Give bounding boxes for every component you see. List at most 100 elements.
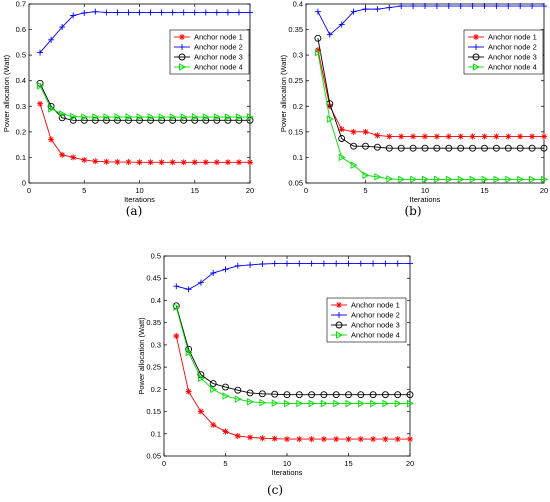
data-point [308, 391, 316, 399]
data-point [125, 9, 132, 16]
y-tick-label: 0.15 [146, 407, 161, 416]
data-point [386, 4, 393, 11]
data-point [314, 47, 321, 54]
data-point [314, 48, 322, 57]
data-point [407, 436, 413, 443]
data-point [147, 159, 154, 166]
data-point [246, 389, 254, 397]
data-point [308, 436, 315, 443]
data-point [247, 159, 253, 166]
data-point [529, 3, 536, 10]
data-point [492, 144, 500, 152]
data-point [445, 133, 452, 140]
data-point [457, 144, 465, 152]
legend-label: Anchor node 1 [351, 301, 400, 310]
legend-item: Anchor node 2 [174, 43, 243, 52]
legend-label: Anchor node 4 [194, 63, 243, 72]
series-line [39, 85, 250, 118]
data-point [362, 6, 369, 13]
data-point [481, 144, 488, 152]
data-point [48, 136, 55, 143]
y-tick-label: 0.25 [146, 363, 161, 372]
series-2 [37, 8, 253, 56]
data-point [191, 159, 198, 166]
y-tick-label: 0.6 [16, 25, 26, 34]
y-tick-label: 0.4 [293, 0, 303, 9]
data-point [410, 3, 417, 10]
panel-c: 0 5 10 15 20 0.05 0.1 0.15 0.2 0.25 0.3 0.35 0.4 0.45… [137, 252, 414, 478]
legend-marker [179, 34, 185, 40]
y-tick-label: 0.1 [293, 153, 303, 162]
x-axis-label: Iterations [410, 195, 441, 204]
legend-item: Anchor node 3 [468, 53, 537, 62]
data-point [210, 421, 217, 428]
data-point [191, 113, 199, 121]
y-tick-label: 0.3 [16, 102, 26, 111]
y-tick-label: 0.4 [151, 296, 161, 305]
data-point [69, 116, 77, 124]
x-tick-label: 10 [135, 186, 143, 195]
data-point [236, 113, 243, 121]
data-point [70, 12, 77, 19]
legend-item: Anchor node 2 [331, 311, 400, 320]
data-point [147, 113, 155, 121]
data-point [169, 159, 176, 166]
data-point [222, 266, 229, 273]
data-point [320, 260, 327, 267]
data-point [332, 391, 340, 399]
data-point [541, 175, 548, 184]
data-point [481, 175, 489, 184]
data-point [173, 333, 180, 339]
caption-c: (c) [267, 483, 283, 497]
data-point [234, 433, 241, 439]
data-point [407, 399, 414, 408]
data-point [234, 395, 242, 403]
y-tick-label: 0.05 [146, 452, 161, 461]
y-tick-label: 0.35 [146, 318, 161, 327]
x-axis-label: Iterations [124, 195, 155, 204]
data-point [422, 175, 429, 184]
data-point [235, 9, 242, 16]
data-point [320, 399, 328, 408]
legend-marker [336, 302, 342, 308]
legend-marker [473, 44, 479, 50]
data-point [326, 31, 333, 38]
data-point [350, 128, 357, 135]
y-axis-label: Power allocation (Watt) [2, 54, 11, 132]
data-point [213, 113, 221, 121]
data-point [338, 21, 345, 28]
data-point [370, 436, 377, 443]
legend-item: Anchor node 4 [468, 63, 537, 72]
data-point [125, 159, 132, 166]
data-point [197, 279, 204, 286]
panel-b: 0 5 10 15 20 0.05 0.1 0.15 0.2 0.25 0.3 0.35 0.4 Iter… [279, 0, 548, 204]
data-point [180, 159, 187, 166]
data-point [529, 133, 536, 140]
legend-item: Anchor node 1 [174, 33, 243, 42]
x-tick-label: 5 [363, 186, 367, 195]
data-point [271, 399, 279, 407]
x-tick-label: 0 [27, 186, 31, 195]
data-point [210, 385, 218, 394]
data-point [338, 126, 345, 133]
series-line [317, 52, 544, 180]
data-point [516, 144, 524, 152]
y-tick-label: 0.2 [151, 385, 161, 394]
data-point [529, 175, 537, 184]
data-point [517, 3, 524, 10]
legend-label: Anchor node 1 [488, 33, 537, 42]
data-point [469, 133, 476, 140]
data-point [209, 380, 217, 388]
data-point [202, 159, 209, 166]
y-tick-label: 0.45 [146, 274, 161, 283]
data-point [397, 144, 405, 152]
data-point [185, 286, 192, 293]
y-tick-label: 0.05 [288, 179, 303, 188]
panel-a: 0 5 10 15 20 0 0.1 0.2 0.3 0.4 0.5 0.6 0.7 Iterations… [2, 0, 254, 204]
data-point [235, 159, 242, 166]
legend-item: Anchor node 3 [331, 321, 400, 330]
data-point [114, 159, 121, 166]
data-point [271, 435, 278, 442]
data-point [114, 113, 122, 121]
